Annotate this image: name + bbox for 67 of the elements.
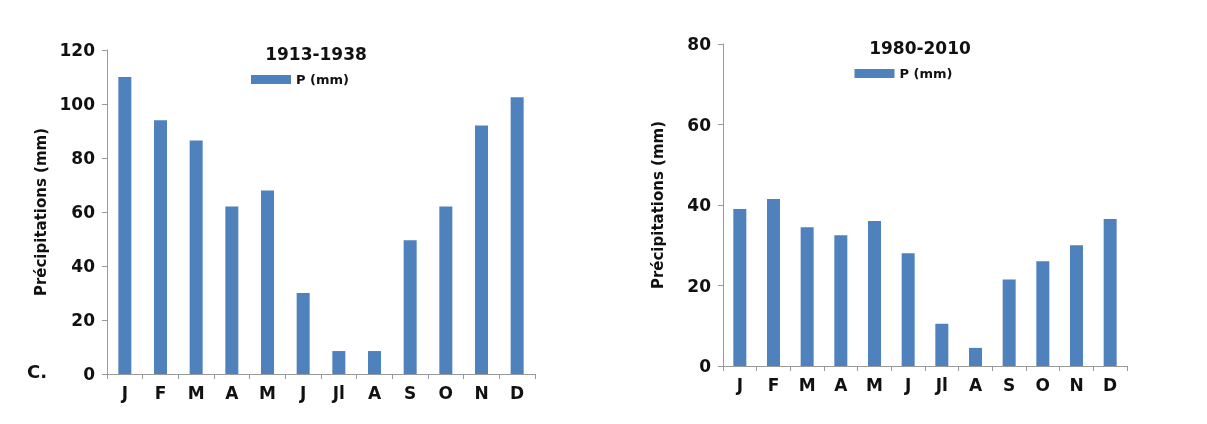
bar xyxy=(935,323,949,366)
x-tick-label: A xyxy=(968,374,983,395)
bar xyxy=(261,190,274,374)
legend-label: P (mm) xyxy=(295,72,350,87)
bar xyxy=(1036,261,1050,366)
y-tick-label: 100 xyxy=(59,94,96,114)
bar xyxy=(118,77,132,374)
x-tick-label: A xyxy=(367,382,382,403)
x-tick-label: N xyxy=(1069,374,1084,395)
y-tick-label: 60 xyxy=(687,114,712,135)
x-tick-label: D xyxy=(1103,374,1118,395)
x-tick-label: A xyxy=(834,374,849,395)
bar xyxy=(1103,219,1117,366)
y-tick-label: 40 xyxy=(71,256,96,276)
bar xyxy=(767,198,780,366)
y-tick-label: 20 xyxy=(687,275,712,296)
x-tick-label: O xyxy=(438,382,454,403)
x-tick-label: M xyxy=(259,382,276,403)
bar xyxy=(296,293,310,374)
x-tick-label: Jl xyxy=(934,374,948,395)
x-tick-label: J xyxy=(904,374,912,395)
bar xyxy=(1002,279,1016,366)
bar xyxy=(154,120,167,374)
bar xyxy=(332,351,346,374)
bar xyxy=(834,235,848,366)
chart-title: 1980-2010 xyxy=(869,37,972,58)
bar xyxy=(475,125,488,374)
y-tick-label: 40 xyxy=(687,195,712,215)
bar xyxy=(510,97,524,374)
x-tick-label: M xyxy=(798,374,816,395)
bar xyxy=(403,240,417,374)
x-tick-label: O xyxy=(1035,374,1051,395)
x-tick-label: J xyxy=(299,382,307,403)
y-axis-title: Précipitations (mm) xyxy=(648,120,667,290)
x-tick-label: D xyxy=(510,382,525,403)
x-tick-label: J xyxy=(735,374,743,395)
legend-label: P (mm) xyxy=(899,66,953,81)
x-tick-label: N xyxy=(474,382,489,403)
x-tick-label: A xyxy=(225,382,240,403)
chart-title: 1913-1938 xyxy=(265,43,367,64)
bar xyxy=(901,253,915,366)
y-tick-label: 60 xyxy=(71,202,96,222)
bar xyxy=(189,140,203,374)
y-tick-label: 80 xyxy=(687,34,712,54)
bar xyxy=(800,227,814,366)
y-tick-label: 0 xyxy=(699,356,712,376)
bar xyxy=(225,206,239,374)
x-tick-label: M xyxy=(187,382,205,403)
x-tick-label: Jl xyxy=(331,382,345,403)
x-tick-label: F xyxy=(767,374,780,395)
y-tick-label: 120 xyxy=(59,40,96,60)
bar xyxy=(733,209,747,366)
bar xyxy=(969,347,982,366)
bar xyxy=(1070,245,1083,366)
text: C. xyxy=(27,360,48,382)
bar xyxy=(439,206,453,374)
y-tick-label: 20 xyxy=(71,310,96,330)
x-tick-label: J xyxy=(120,382,128,403)
y-axis-title: Précipitations (mm) xyxy=(32,127,51,297)
bar xyxy=(868,221,881,366)
x-tick-label: M xyxy=(866,374,883,395)
bar xyxy=(368,351,381,374)
x-tick-label: S xyxy=(1003,374,1016,395)
y-tick-label: 0 xyxy=(83,364,96,384)
x-tick-label: F xyxy=(154,382,167,403)
x-tick-label: S xyxy=(404,382,417,403)
y-tick-label: 80 xyxy=(71,148,96,168)
